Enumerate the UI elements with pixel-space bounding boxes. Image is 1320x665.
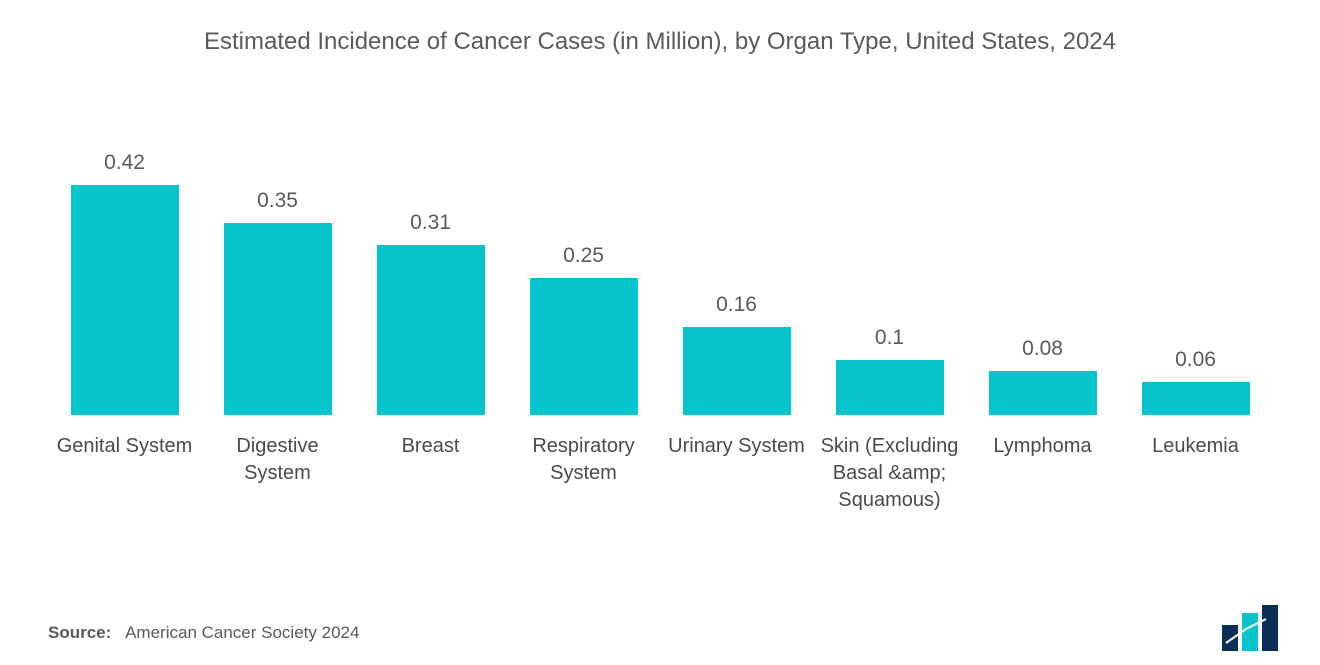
bar-column: 0.1 Skin (Excluding Basal &amp; Squamous)	[813, 145, 966, 565]
bar-column: 0.06 Leukemia	[1119, 145, 1272, 565]
bar-column: 0.25 Respiratory System	[507, 145, 660, 565]
source-label: Source:	[48, 623, 111, 642]
bar-zone: 0.08	[966, 145, 1119, 415]
bar-value-label: 0.06	[1175, 348, 1216, 372]
category-label: Lymphoma	[993, 433, 1091, 460]
bar-column: 0.16 Urinary System	[660, 145, 813, 565]
bar	[1142, 382, 1250, 415]
category-label: Urinary System	[668, 433, 805, 460]
bar-zone: 0.06	[1119, 145, 1272, 415]
category-label: Leukemia	[1152, 433, 1239, 460]
bar	[377, 245, 485, 415]
bar	[989, 371, 1097, 415]
bar	[71, 185, 179, 415]
bar-value-label: 0.1	[875, 326, 904, 350]
bar-zone: 0.1	[813, 145, 966, 415]
bar-zone: 0.42	[48, 145, 201, 415]
bar-zone: 0.25	[507, 145, 660, 415]
category-label: Respiratory System	[514, 433, 654, 487]
bar-value-label: 0.35	[257, 189, 298, 213]
category-label: Genital System	[57, 433, 193, 460]
chart-title: Estimated Incidence of Cancer Cases (in …	[0, 28, 1320, 56]
bar	[224, 223, 332, 415]
bar-value-label: 0.08	[1022, 337, 1063, 361]
brand-logo	[1220, 605, 1290, 651]
bar-column: 0.08 Lymphoma	[966, 145, 1119, 565]
bar-zone: 0.16	[660, 145, 813, 415]
source-text: American Cancer Society 2024	[125, 623, 359, 642]
category-label: Skin (Excluding Basal &amp; Squamous)	[820, 433, 960, 514]
category-label: Digestive System	[208, 433, 348, 487]
bar-value-label: 0.42	[104, 151, 145, 175]
bar-zone: 0.31	[354, 145, 507, 415]
bar-column: 0.31 Breast	[354, 145, 507, 565]
bar-zone: 0.35	[201, 145, 354, 415]
category-label: Breast	[402, 433, 460, 460]
source-attribution: Source: American Cancer Society 2024	[48, 623, 359, 643]
bar-column: 0.35 Digestive System	[201, 145, 354, 565]
bar-column: 0.42 Genital System	[48, 145, 201, 565]
bar	[530, 278, 638, 415]
bar	[836, 360, 944, 415]
bar-chart: 0.42Genital System0.35Digestive System0.…	[48, 145, 1272, 565]
bar-value-label: 0.25	[563, 244, 604, 268]
bar-value-label: 0.16	[716, 293, 757, 317]
bar	[683, 327, 791, 415]
bar-value-label: 0.31	[410, 211, 451, 235]
